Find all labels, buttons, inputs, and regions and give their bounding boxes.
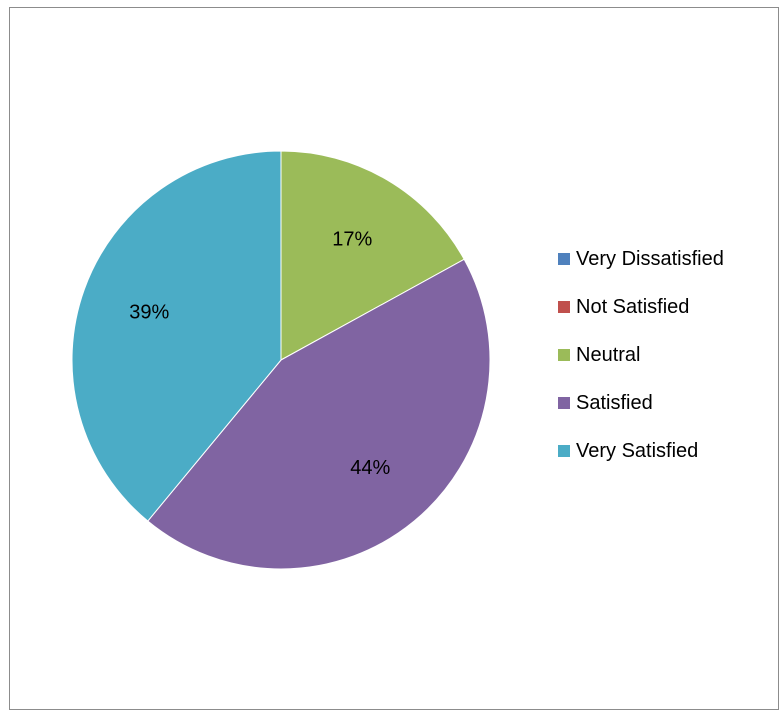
legend-item-not-satisfied: Not Satisfied	[558, 294, 689, 320]
slice-label-very-satisfied: 39%	[129, 302, 169, 324]
legend-item-neutral: Neutral	[558, 342, 640, 368]
legend-item-very-satisfied: Very Satisfied	[558, 438, 698, 464]
legend-label: Satisfied	[576, 391, 653, 414]
legend-swatch	[558, 445, 570, 457]
slice-label-satisfied: 44%	[350, 457, 390, 479]
legend-swatch	[558, 349, 570, 361]
legend-label: Very Satisfied	[576, 439, 699, 462]
legend-label: Not Satisfied	[576, 295, 690, 318]
legend-item-satisfied: Satisfied	[558, 390, 653, 416]
legend-label: Very Dissatisfied	[576, 247, 724, 270]
pie-slices	[71, 150, 491, 570]
slice-labels: 17% 44% 39%	[129, 228, 390, 478]
pie-slice-neutral	[280, 150, 465, 361]
legend-item-very-dissatisfied: Very Dissatisfied	[558, 246, 724, 272]
pie-slice-satisfied	[147, 258, 491, 570]
pie-slice-very-satisfied	[71, 150, 282, 522]
legend-swatch	[558, 397, 570, 409]
legend-swatch	[558, 301, 570, 313]
slice-label-neutral: 17%	[332, 228, 372, 250]
legend-swatch	[558, 253, 570, 265]
legend-label: Neutral	[576, 343, 641, 366]
